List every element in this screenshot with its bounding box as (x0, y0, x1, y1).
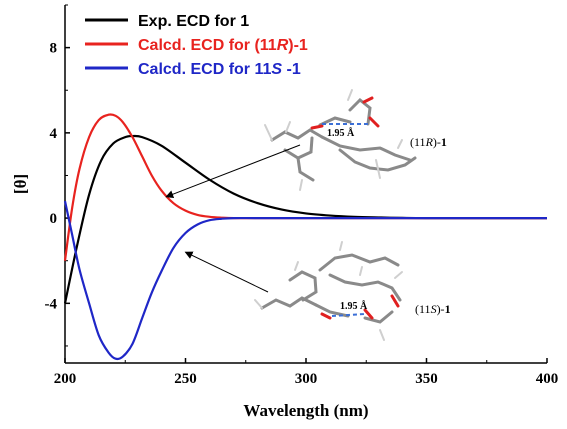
molecule-label-11s: (11S)-1 (415, 302, 451, 316)
y-tick-label: 4 (50, 126, 58, 142)
series-exp-ecd-line (63, 134, 547, 304)
x-tick-label: 300 (295, 371, 318, 387)
x-tick-label: 350 (415, 371, 438, 387)
y-tick-label: 0 (50, 211, 58, 227)
y-tick-label: -4 (45, 296, 58, 312)
x-axis-title: Wavelength (nm) (243, 401, 368, 420)
molecule-structure-11s: 1.95 Å (11S)-1 (254, 241, 451, 341)
y-axis-title: [θ] (11, 174, 30, 194)
y-tick-label: 8 (50, 41, 58, 57)
x-tick-label: 200 (54, 371, 77, 387)
legend-entry-3: Calcd. ECD for 11S -1 (138, 61, 301, 78)
bond-distance-label-11r: 1.95 Å (327, 127, 355, 139)
legend: Exp. ECD for 1 Calcd. ECD for (11R)-1 Calc… (85, 13, 308, 78)
annotation-arrow-2 (184, 251, 269, 293)
legend-entry-1: Exp. ECD for 1 (138, 13, 249, 30)
molecule-label-11r: (11R)-1 (410, 135, 447, 149)
annotation-arrow-1 (165, 144, 301, 198)
legend-entry-2: Calcd. ECD for (11R)-1 (138, 37, 308, 54)
annotation-arrows (165, 144, 301, 293)
bond-distance-label-11s: 1.95 Å (340, 300, 368, 312)
molecule-structure-11r: 1.95 Å (11R)-1 (264, 89, 447, 191)
plot-series (63, 113, 547, 361)
x-tick-label: 250 (174, 371, 197, 387)
x-tick-label: 400 (536, 371, 559, 387)
series-calcd-11s-line (63, 200, 547, 361)
